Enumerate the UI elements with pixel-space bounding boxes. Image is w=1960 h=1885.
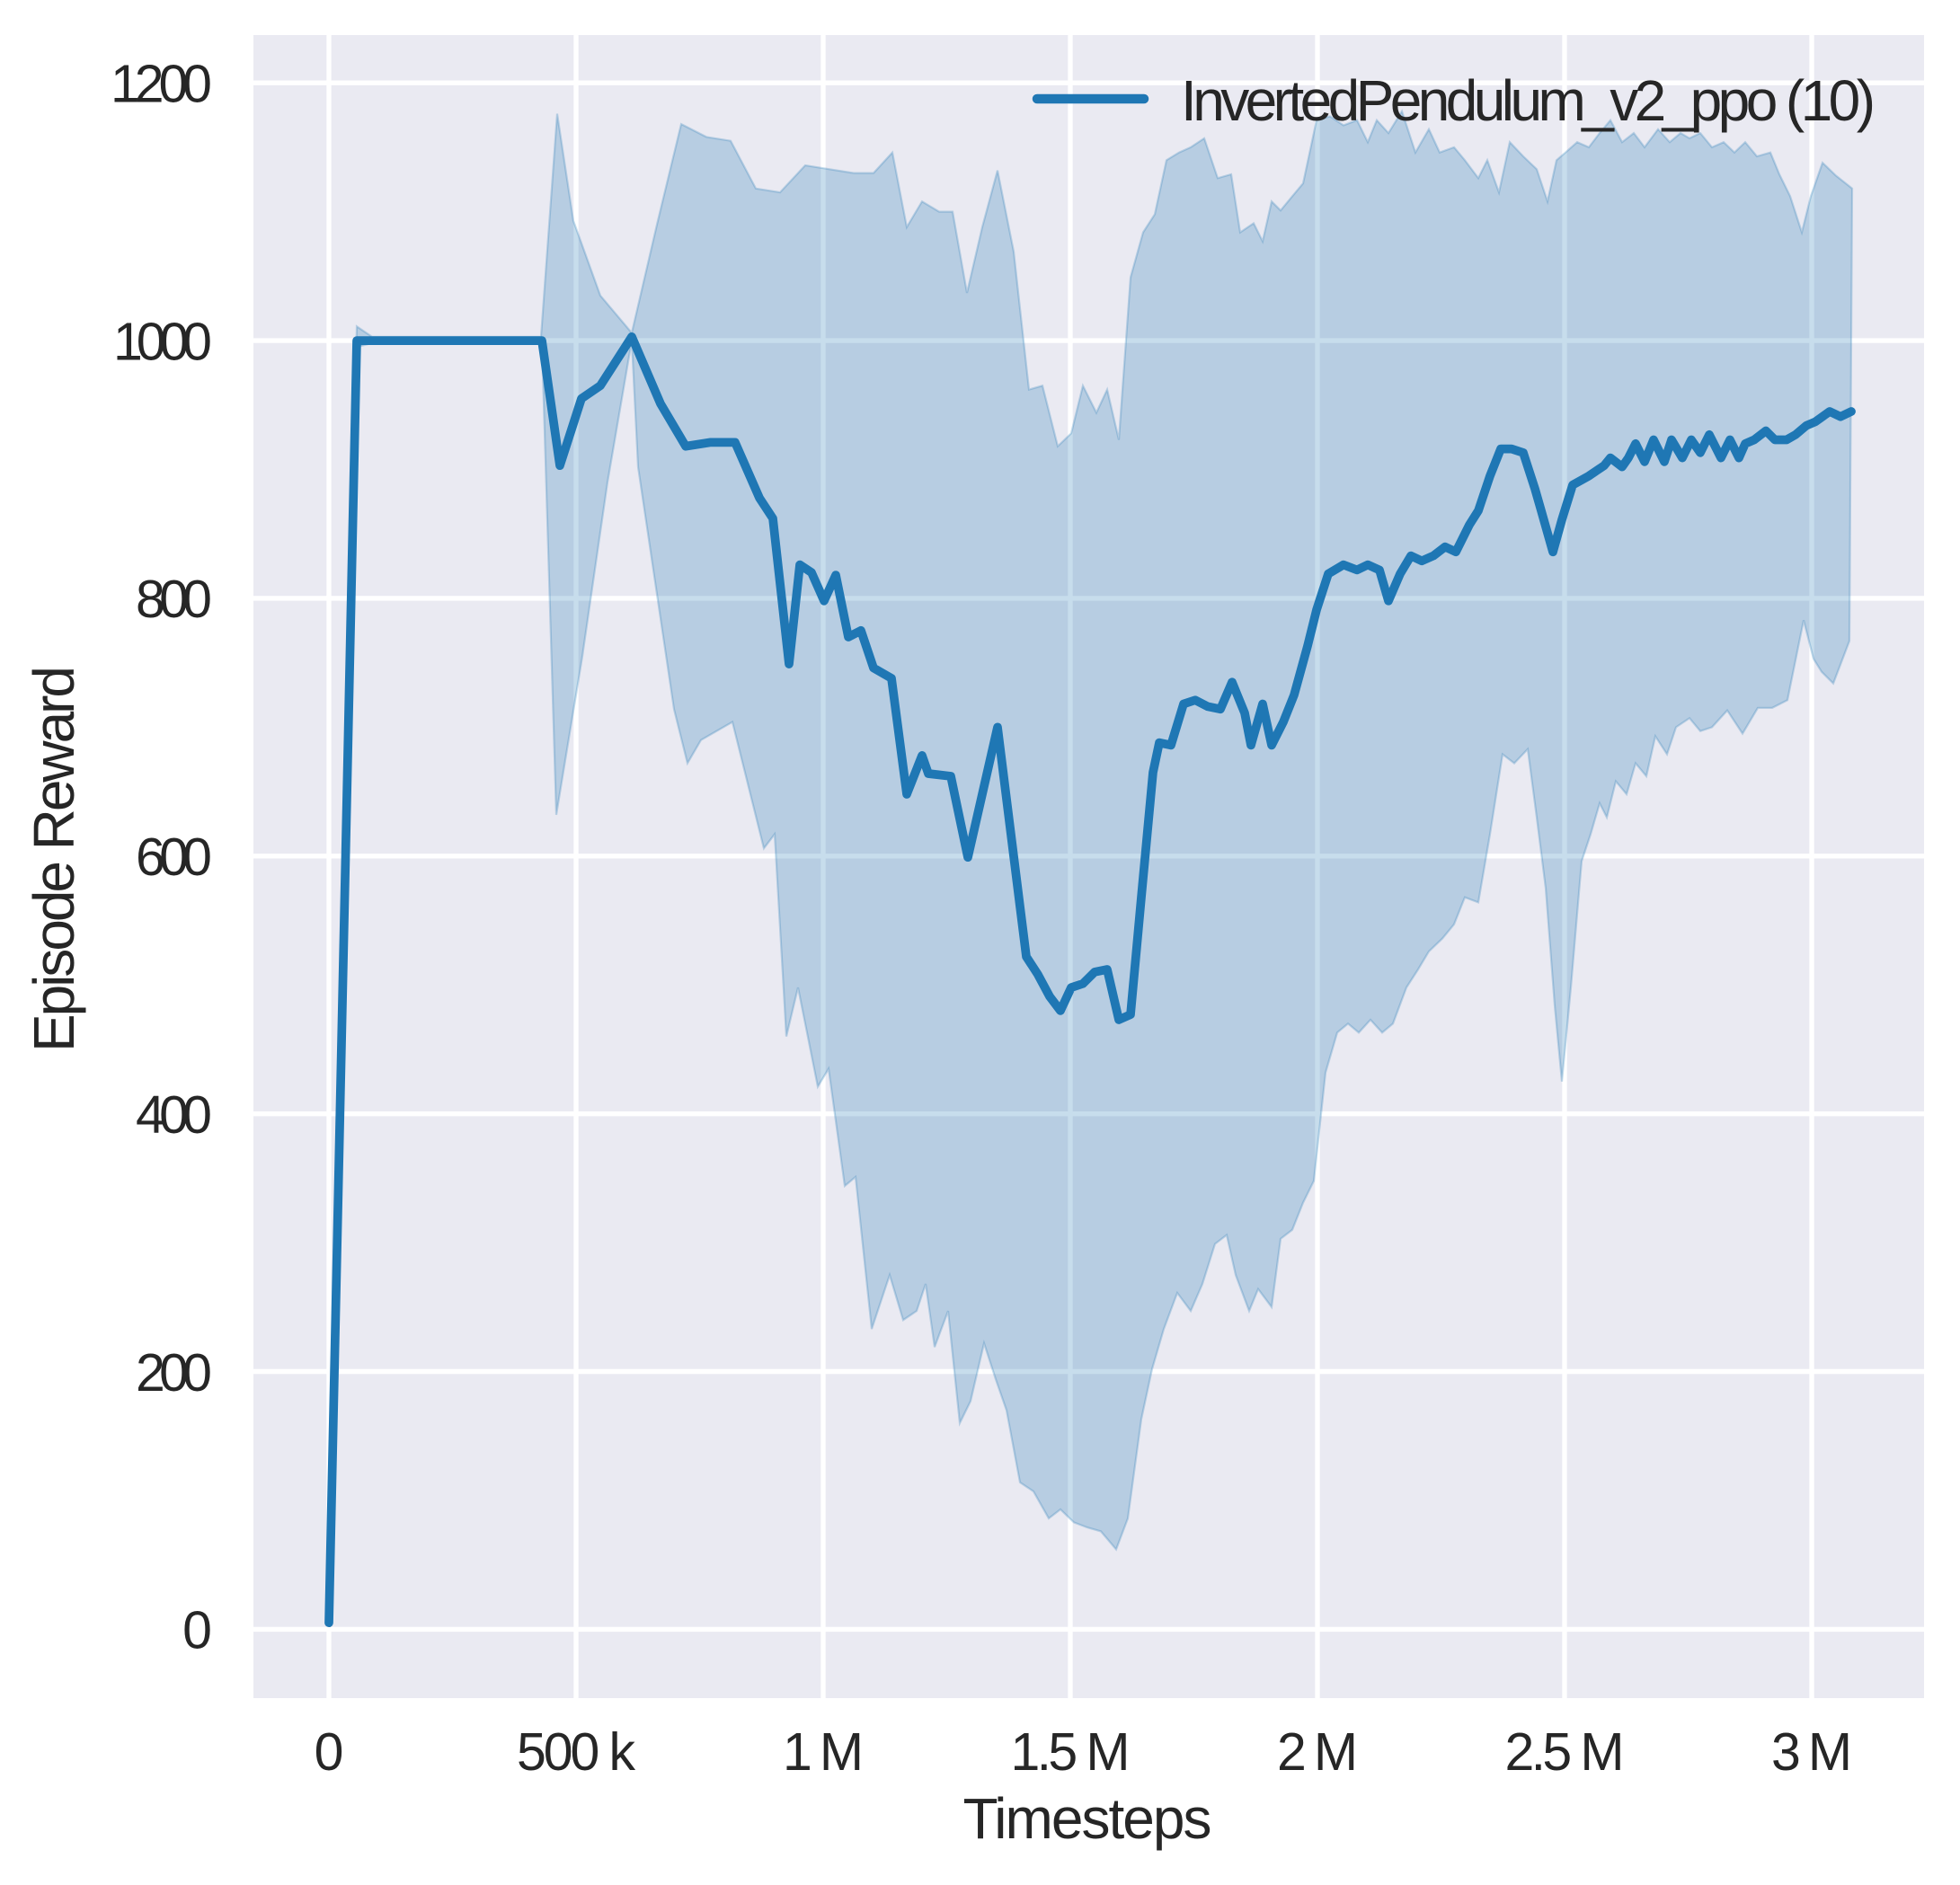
svg-text:0: 0 [182, 1601, 212, 1660]
svg-text:0: 0 [315, 1722, 344, 1782]
svg-text:400: 400 [136, 1085, 212, 1145]
svg-text:2.5 M: 2.5 M [1505, 1722, 1625, 1782]
svg-text:600: 600 [136, 827, 212, 887]
svg-text:InvertedPendulum_v2_ppo (10): InvertedPendulum_v2_ppo (10) [1181, 68, 1876, 133]
svg-text:3 M: 3 M [1771, 1722, 1852, 1782]
svg-text:1 M: 1 M [783, 1722, 864, 1782]
svg-text:1000: 1000 [113, 312, 212, 371]
svg-text:1.5 M: 1.5 M [1011, 1722, 1131, 1782]
svg-text:Timesteps: Timesteps [963, 1786, 1212, 1851]
svg-text:800: 800 [136, 570, 212, 629]
svg-text:200: 200 [136, 1343, 212, 1403]
svg-text:Episode Reward: Episode Reward [22, 666, 86, 1052]
svg-text:2 M: 2 M [1277, 1722, 1358, 1782]
svg-text:1200: 1200 [111, 55, 212, 114]
svg-text:500 k: 500 k [517, 1722, 636, 1782]
